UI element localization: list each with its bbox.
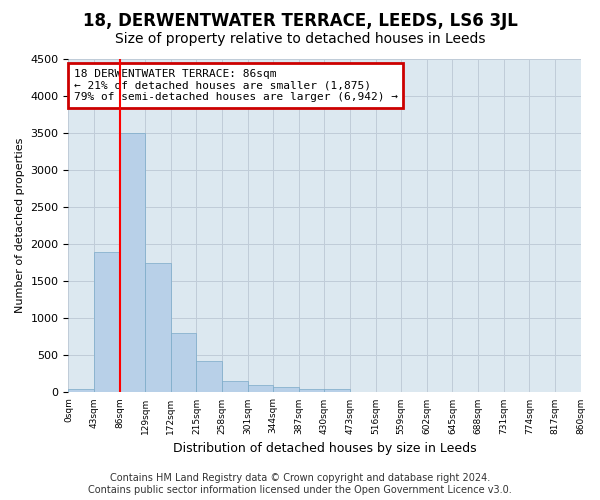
Text: Contains HM Land Registry data © Crown copyright and database right 2024.
Contai: Contains HM Land Registry data © Crown c… xyxy=(88,474,512,495)
X-axis label: Distribution of detached houses by size in Leeds: Distribution of detached houses by size … xyxy=(173,442,476,455)
Bar xyxy=(171,333,196,392)
Bar xyxy=(248,385,273,392)
Bar xyxy=(196,360,222,392)
Text: 18, DERWENTWATER TERRACE, LEEDS, LS6 3JL: 18, DERWENTWATER TERRACE, LEEDS, LS6 3JL xyxy=(83,12,517,30)
Text: 18 DERWENTWATER TERRACE: 86sqm
← 21% of detached houses are smaller (1,875)
79% : 18 DERWENTWATER TERRACE: 86sqm ← 21% of … xyxy=(74,69,398,102)
Bar xyxy=(222,380,248,392)
Bar xyxy=(119,133,145,392)
Bar xyxy=(145,263,171,392)
Bar xyxy=(94,252,119,392)
Bar xyxy=(68,388,94,392)
Y-axis label: Number of detached properties: Number of detached properties xyxy=(15,138,25,314)
Bar xyxy=(299,388,325,392)
Text: Size of property relative to detached houses in Leeds: Size of property relative to detached ho… xyxy=(115,32,485,46)
Bar xyxy=(273,387,299,392)
Bar xyxy=(325,388,350,392)
